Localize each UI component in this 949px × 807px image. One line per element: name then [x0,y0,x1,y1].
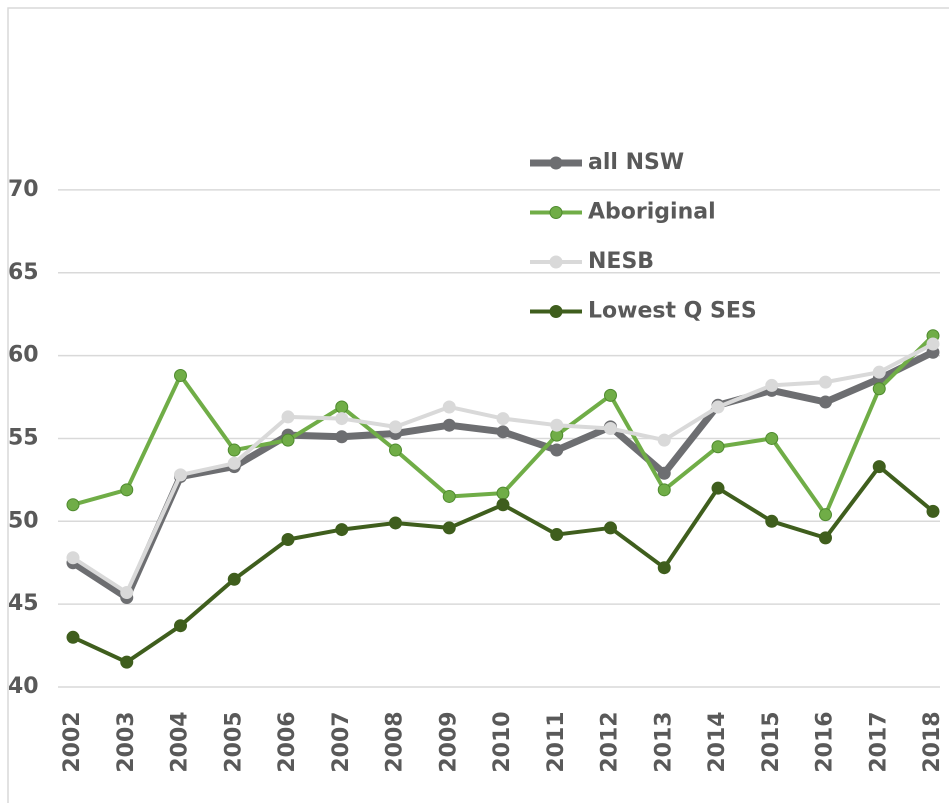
data-point [604,521,617,535]
data-point [765,431,779,445]
y-tick-label: 45 [8,591,39,616]
x-tick-label: 2014 [705,711,730,772]
data-point [657,561,671,575]
data-point [711,440,725,454]
data-point [442,489,456,503]
legend-label: Lowest Q SES [588,299,757,324]
data-point [550,528,564,542]
data-point [335,430,349,444]
data-point [174,368,187,382]
x-tick-label: 2016 [813,711,838,772]
data-point [335,412,349,426]
data-point [872,460,886,474]
data-point [66,630,80,644]
data-point [604,388,617,402]
data-point [281,533,295,547]
y-tick-label: 55 [8,425,39,450]
legend-marker [549,305,563,318]
legend-marker [549,206,563,219]
data-point [389,443,402,457]
x-tick-label: 2013 [651,711,676,772]
legend-marker [549,255,563,269]
y-tick-label: 70 [8,177,39,202]
data-point [120,586,134,600]
x-tick-label: 2003 [114,711,139,772]
data-point [872,382,886,396]
legend-marker [549,156,563,170]
data-point [657,466,671,480]
data-point [227,443,241,457]
x-tick-label: 2012 [598,711,623,772]
x-tick-label: 2007 [329,711,354,772]
data-point [227,572,241,586]
data-point [819,395,832,409]
data-point [174,468,187,482]
data-point [765,378,779,392]
legend-label: NESB [588,249,654,274]
data-point [550,443,564,457]
data-point [819,508,832,522]
x-tick-label: 2009 [436,711,461,772]
data-point [281,433,295,447]
data-point [66,498,80,512]
data-point [711,481,725,495]
data-point [550,418,564,432]
data-point [604,422,617,436]
data-point [496,412,510,426]
data-point [66,551,80,565]
data-point [389,420,402,434]
data-point [281,410,295,424]
legend-label: Aboriginal [588,200,716,225]
data-point [174,619,187,633]
data-point [496,425,510,439]
x-tick-label: 2005 [221,711,246,772]
y-tick-label: 40 [8,674,39,699]
data-point [926,504,940,518]
data-point [442,418,456,432]
data-point [657,433,671,447]
legend-label: all NSW [588,150,684,175]
y-tick-label: 60 [8,343,39,368]
data-point [819,375,832,389]
y-tick-label: 65 [8,260,39,285]
data-point [120,655,134,669]
x-tick-label: 2008 [383,711,408,772]
x-tick-label: 2004 [168,711,193,772]
data-point [711,400,725,414]
data-point [442,521,456,535]
x-tick-label: 2010 [490,711,515,772]
data-point [496,498,510,512]
data-point [765,514,779,528]
x-tick-label: 2011 [544,711,569,772]
data-point [335,400,349,414]
chart-frame [7,7,949,807]
data-point [872,365,886,379]
data-point [120,483,134,497]
x-tick-label: 2018 [920,711,945,772]
x-tick-label: 2015 [759,711,784,772]
data-point [335,523,349,537]
data-point [442,400,456,414]
data-point [819,531,832,545]
data-point [657,483,671,497]
data-point [496,486,510,500]
y-tick-label: 50 [8,508,39,533]
data-point [926,337,940,351]
x-tick-label: 2006 [275,711,300,772]
data-point [389,516,402,530]
data-point [227,456,241,470]
x-tick-label: 2017 [866,711,891,772]
x-tick-label: 2002 [60,711,85,772]
